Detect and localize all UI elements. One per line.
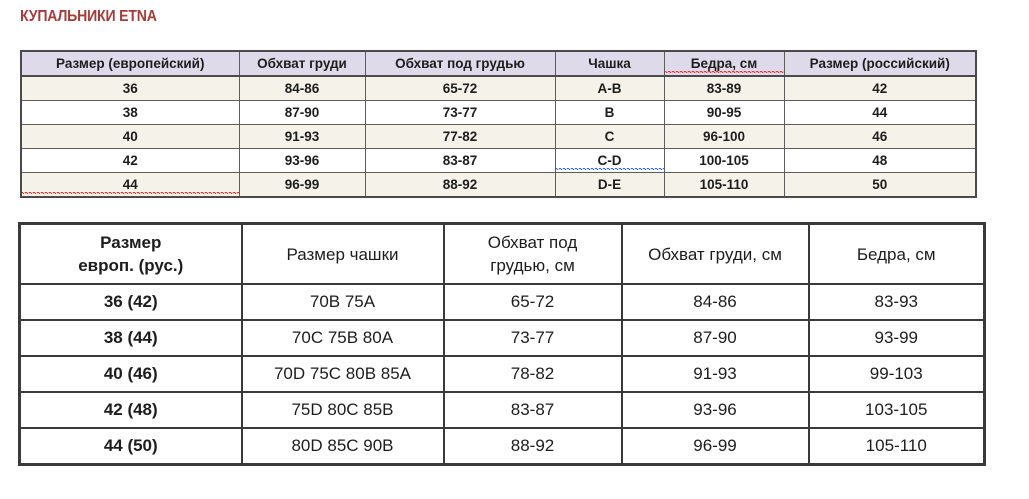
cell-underbust: 83-87 (364, 148, 556, 173)
th2-underbust-line1: Обхват под (487, 233, 578, 252)
cell-hips: 83-89 (663, 75, 785, 101)
cell-size-russian: 48 (783, 148, 977, 173)
th2-underbust-line2: грудью, см (490, 256, 575, 275)
cell2-hips: 83-93 (807, 283, 986, 321)
table-two: Размер европ. (рус.) Размер чашки Обхват… (18, 222, 986, 466)
table-row: 40 91-93 77-82 C 96-100 46 (20, 124, 977, 149)
page-title: КУПАЛЬНИКИ ETNA (20, 8, 157, 25)
cell2-cup-size: 80D 85C 90B (240, 427, 445, 466)
cell-size-european: 44 (20, 172, 240, 198)
table-row: 38 87-90 73-77 B 90-95 44 (20, 100, 977, 125)
th2-underbust: Обхват под грудью, см (442, 222, 623, 285)
table-row: 42 93-96 83-87 C-D 100-105 48 (20, 148, 977, 173)
cell2-size-euro-rus: 42 (48) (18, 391, 243, 429)
th2-size-euro-rus-line1: Размер (100, 233, 162, 252)
th2-cup-size-line1: Размер чашки (286, 244, 399, 264)
cell-bust: 96-99 (238, 172, 366, 198)
cell2-size-euro-rus: 44 (50) (18, 427, 243, 466)
cell2-bust: 84-86 (620, 283, 810, 321)
table-row: 42 (48) 75D 80C 85B 83-87 93-96 103-105 (18, 391, 986, 429)
cell2-underbust: 78-82 (442, 355, 623, 393)
th-hips: Бедра, см (663, 50, 785, 77)
table-row: 36 84-86 65-72 A-B 83-89 42 (20, 75, 977, 101)
table-row: 40 (46) 70D 75C 80B 85A 78-82 91-93 99-1… (18, 355, 986, 393)
cell-underbust: 88-92 (364, 172, 556, 198)
th2-size-euro-rus: Размер европ. (рус.) (18, 222, 243, 285)
cell2-bust: 91-93 (620, 355, 810, 393)
cell-cup: D-E (554, 172, 665, 198)
th2-bust-line1: Обхват груди, см (648, 244, 782, 264)
cell-cup: A-B (554, 75, 665, 101)
th-size-russian: Размер (российский) (783, 50, 977, 77)
cell2-bust: 87-90 (620, 319, 810, 357)
cell-cup: C-D (554, 148, 665, 173)
cell2-hips: 103-105 (807, 391, 986, 429)
cell2-cup-size: 75D 80C 85B (240, 391, 445, 429)
cell-hips: 96-100 (663, 124, 785, 149)
table-two-header-row: Размер европ. (рус.) Размер чашки Обхват… (18, 222, 986, 285)
th-size-european: Размер (европейский) (20, 50, 240, 77)
table-row: 38 (44) 70C 75B 80A 73-77 87-90 93-99 (18, 319, 986, 357)
cell-size-european: 36 (20, 75, 240, 101)
cell-size-european: 38 (20, 100, 240, 125)
table-row: 44 96-99 88-92 D-E 105-110 50 (20, 172, 977, 198)
cell-size-russian: 46 (783, 124, 977, 149)
cell2-cup-size: 70D 75C 80B 85A (240, 355, 445, 393)
cell2-size-euro-rus: 36 (42) (18, 283, 243, 321)
cell-underbust: 77-82 (364, 124, 556, 149)
cell2-hips: 105-110 (807, 427, 986, 466)
th2-cup-size: Размер чашки (240, 222, 445, 285)
cell2-size-euro-rus: 38 (44) (18, 319, 243, 357)
cell-bust: 84-86 (238, 75, 366, 101)
cell-underbust: 65-72 (364, 75, 556, 101)
cell2-underbust: 83-87 (442, 391, 623, 429)
cell-hips: 90-95 (663, 100, 785, 125)
table-row: 36 (42) 70B 75A 65-72 84-86 83-93 (18, 283, 986, 321)
size-chart-table-two: Размер европ. (рус.) Размер чашки Обхват… (18, 222, 986, 466)
cell2-underbust: 65-72 (442, 283, 623, 321)
cell2-bust: 93-96 (620, 391, 810, 429)
cell-size-russian: 44 (783, 100, 977, 125)
cell-underbust: 73-77 (364, 100, 556, 125)
cell-hips: 105-110 (663, 172, 785, 198)
th2-hips: Бедра, см (807, 222, 986, 285)
cell2-hips: 93-99 (807, 319, 986, 357)
table-row: 44 (50) 80D 85C 90B 88-92 96-99 105-110 (18, 427, 986, 466)
size-chart-table-one: Размер (европейский) Обхват груди Обхват… (20, 50, 977, 198)
th-underbust: Обхват под грудью (364, 50, 556, 77)
cell2-bust: 96-99 (620, 427, 810, 466)
cell-size-russian: 50 (783, 172, 977, 198)
table-one-header-row: Размер (европейский) Обхват груди Обхват… (20, 50, 977, 77)
cell2-underbust: 73-77 (442, 319, 623, 357)
th-cup: Чашка (554, 50, 665, 77)
cell-size-european: 40 (20, 124, 240, 149)
th2-hips-line1: Бедра, см (856, 244, 936, 264)
th-bust: Обхват груди (238, 50, 366, 77)
cell-bust: 91-93 (238, 124, 366, 149)
table-one: Размер (европейский) Обхват груди Обхват… (20, 50, 977, 198)
cell2-hips: 99-103 (807, 355, 986, 393)
cell2-underbust: 88-92 (442, 427, 623, 466)
cell-size-russian: 42 (783, 75, 977, 101)
th2-size-euro-rus-line2: европ. (рус.) (78, 256, 184, 275)
cell2-size-euro-rus: 40 (46) (18, 355, 243, 393)
cell2-cup-size: 70B 75A (240, 283, 445, 321)
cell2-cup-size: 70C 75B 80A (240, 319, 445, 357)
cell-bust: 93-96 (238, 148, 366, 173)
cell-cup: B (554, 100, 665, 125)
cell-hips: 100-105 (663, 148, 785, 173)
th2-bust: Обхват груди, см (620, 222, 810, 285)
cell-size-european: 42 (20, 148, 240, 173)
cell-bust: 87-90 (238, 100, 366, 125)
cell-cup: C (554, 124, 665, 149)
